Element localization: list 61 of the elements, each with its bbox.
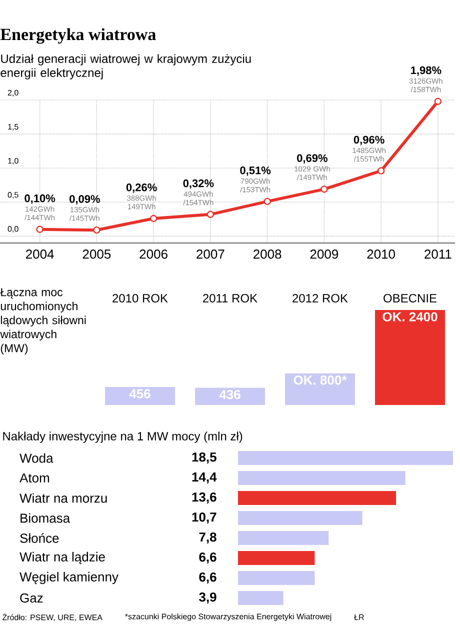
- y-tick-label: 0,5: [8, 192, 18, 199]
- y-tick-label: Wiatr na morzu: [20, 493, 107, 503]
- data-label: 18,5: [192, 452, 216, 464]
- data-label: OK. 2400: [382, 312, 438, 322]
- text: *szacunki Polskiego Stowarzyszenia Energetyki Wiatrowej: [125, 613, 332, 621]
- data-label: 0,26%: [126, 184, 157, 193]
- data-label: 6,6: [199, 552, 216, 564]
- bar: [238, 591, 284, 606]
- y-tick-label: Wiatr na lądzie: [20, 552, 105, 564]
- x-tick-label: 2006: [140, 250, 168, 259]
- bar: [238, 491, 396, 506]
- chart-title: Energetyka wiatrowa: [0, 28, 156, 44]
- bar: [238, 511, 362, 526]
- y-tick-label: 2,0: [8, 90, 18, 96]
- data-label: 13,6: [192, 492, 216, 504]
- text: Nakłady inwestycyjne na 1 MW mocy (mln zł): [3, 432, 242, 443]
- data-label: 6,6: [199, 572, 216, 584]
- y-tick-label: Biomasa: [20, 513, 70, 523]
- x-tick-label: 2011 ROK: [203, 294, 258, 302]
- x-tick-label: 2009: [310, 250, 338, 259]
- x-tick-label: 2012 ROK: [292, 294, 348, 302]
- bar: [238, 571, 315, 586]
- x-tick-label: 2004: [26, 250, 54, 259]
- y-tick-label: Atom: [20, 473, 50, 483]
- data-label: 0,96%: [354, 136, 384, 146]
- data-label: 10,7: [192, 512, 216, 524]
- data-label: 0,51%: [240, 166, 271, 176]
- x-tick-label: 2008: [254, 250, 282, 259]
- y-tick-label: Węgiel kamienny: [20, 572, 118, 584]
- y-tick-label: 0,0: [8, 226, 18, 233]
- x-tick-label: 2011: [424, 250, 452, 259]
- bar: [238, 551, 315, 566]
- data-label: 0,32%: [183, 179, 214, 189]
- bar: [195, 388, 266, 406]
- chart-title: Łączna moc uruchomionych lądowych siłowni wiatrowych (MW): [0, 288, 86, 354]
- bar: [238, 471, 406, 486]
- y-tick-label: 1,5: [8, 124, 18, 131]
- y-tick-label: Gaz: [20, 593, 43, 603]
- chart-subtitle: Udział generacji wiatrowej w krajowym zużyciu energii elektrycznej: [0, 54, 251, 80]
- x-tick-label: OBECNIE: [384, 294, 436, 302]
- bar: [105, 386, 175, 406]
- bar: [238, 451, 453, 466]
- bar: [285, 373, 356, 406]
- y-tick-label: Woda: [20, 453, 54, 463]
- y-tick-label: 1,0: [8, 158, 18, 165]
- x-tick-label: 2007: [196, 250, 224, 259]
- text: Źródło: PSEW, URE, EWEA: [2, 613, 102, 622]
- data-label: 1,98%: [411, 66, 442, 76]
- data-label: 3,9: [199, 592, 216, 604]
- bar: [375, 310, 446, 406]
- x-tick-label: 2005: [82, 250, 111, 259]
- data-label: 0,10%: [24, 194, 56, 204]
- text: ŁR: [354, 614, 364, 620]
- x-tick-label: 2010: [367, 250, 396, 259]
- data-label: 0,09%: [70, 195, 100, 204]
- y-tick-label: Słońce: [20, 533, 59, 543]
- data-label: 0,69%: [297, 154, 328, 164]
- x-tick-label: 2010 ROK: [112, 294, 168, 302]
- bar: [238, 531, 329, 546]
- data-label: 7,8: [199, 532, 216, 544]
- data-label: 14,4: [192, 472, 217, 484]
